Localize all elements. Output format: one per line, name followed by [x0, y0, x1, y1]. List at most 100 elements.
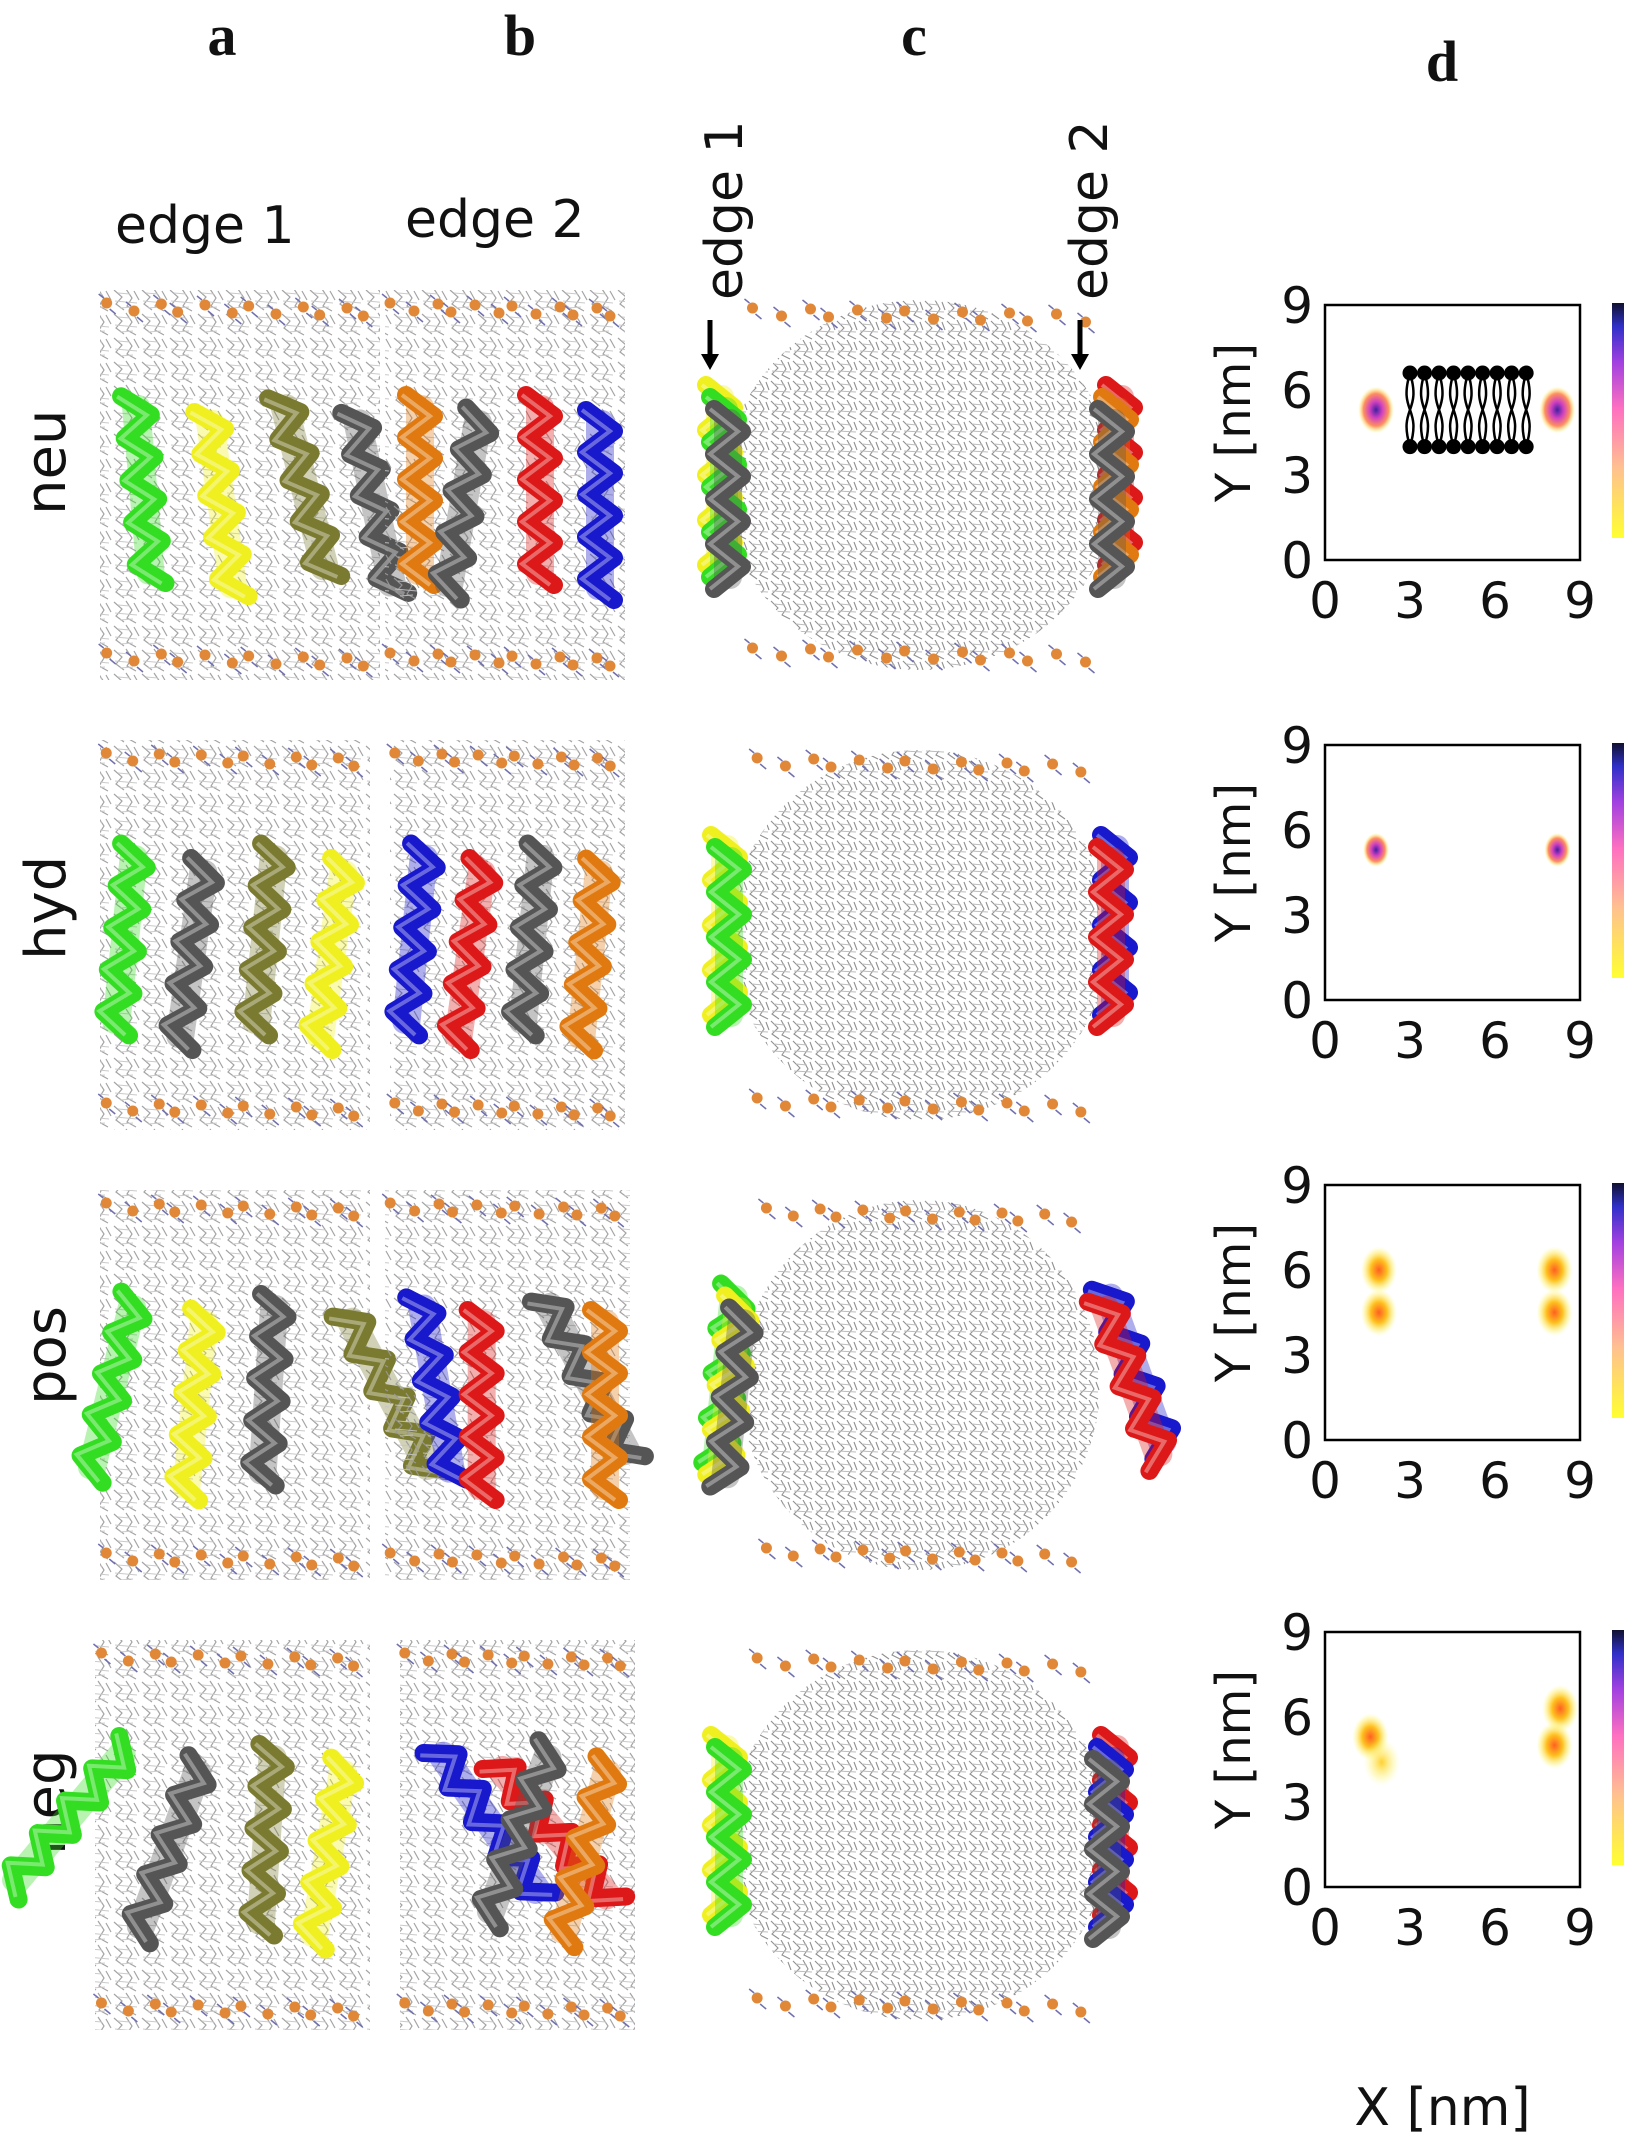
- helix-b-pos-1: [397, 1288, 476, 1489]
- helix-c-hyd-right-2: [1088, 838, 1134, 1036]
- helix-b-neu-4: [577, 401, 623, 609]
- panel-c-neg-snapshot: [702, 1648, 1138, 2024]
- helix-a-hyd-3: [234, 834, 296, 1045]
- heatmap-pos-ylabel: Y [nm]: [1206, 1223, 1262, 1383]
- heatmap-hyd-ytick-9: 9: [1281, 717, 1313, 775]
- heatmap-neg-hotspot-3: [1542, 1685, 1579, 1732]
- heatmap-hyd-colorbar: [1612, 743, 1624, 978]
- helix-b-neu-2: [427, 398, 500, 609]
- heatmap-hyd-ylabel: Y [nm]: [1206, 783, 1262, 943]
- heatmap-neg-ytick-3: 3: [1281, 1774, 1313, 1832]
- heatmap-neu-ytick-3: 3: [1281, 447, 1313, 505]
- helix-b-neg-3: [471, 1731, 567, 1938]
- heatmap-xlabel: X [nm]: [1354, 2078, 1530, 2138]
- panel-a-neg-snapshot: [1, 1640, 370, 2030]
- panel-b-hyd-snapshot: [384, 740, 625, 1130]
- heatmap-hyd-xtick-6: 6: [1479, 1012, 1511, 1070]
- helix-a-neu-2: [185, 402, 258, 606]
- helix-b-hyd-4: [559, 849, 621, 1060]
- heatmap-hyd-frame: [1323, 743, 1582, 1002]
- heatmap-neg-ylabel: Y [nm]: [1206, 1670, 1262, 1830]
- helix-b-neu-1: [397, 386, 443, 594]
- heatmap-neg-xtick-3: 3: [1394, 1899, 1426, 1957]
- heatmap-pos-hotspot-3: [1536, 1246, 1573, 1294]
- bilayer-schematic-overlay: [1402, 365, 1534, 455]
- helix-c-pos-right-2: [1078, 1292, 1178, 1480]
- helix-b-neg-1: [414, 1741, 565, 1904]
- heatmap-neu-xtick-9: 9: [1564, 572, 1596, 630]
- helix-c-neu-left-3: [705, 400, 751, 598]
- heatmap-neg-xtick-0: 0: [1309, 1899, 1341, 1957]
- helix-a-neg-2: [121, 1746, 217, 1953]
- heatmap-pos-xtick-3: 3: [1394, 1452, 1426, 1510]
- panel-b-pos-snapshot: [381, 1190, 654, 1580]
- heatmap-neg-ytick-0: 0: [1281, 1859, 1313, 1917]
- panel-letter-b: b: [503, 3, 537, 68]
- heatmap-hyd-ytick-0: 0: [1281, 972, 1313, 1030]
- heatmap-neg-ytick-9: 9: [1281, 1604, 1313, 1662]
- panel-c-hyd-snapshot: [702, 748, 1138, 1124]
- heatmap-neg-xtick-9: 9: [1564, 1899, 1596, 1957]
- heatmap-neu-xtick-3: 3: [1394, 572, 1426, 630]
- heatmap-pos-hotspot-1: [1360, 1246, 1397, 1294]
- heatmap-pos-colorbar: [1612, 1183, 1624, 1418]
- heatmap-pos-ytick-6: 6: [1281, 1242, 1313, 1300]
- panel-letter-c: c: [901, 3, 927, 68]
- edge-1-arrow-head: [701, 354, 719, 370]
- helix-b-pos-2: [458, 1301, 505, 1509]
- helix-c-pos-left-3: [701, 1298, 764, 1496]
- helix-b-neu-3: [517, 386, 563, 594]
- heatmap-hyd-hotspot-2: [1544, 832, 1571, 867]
- helix-c-hyd-left-2: [706, 838, 752, 1036]
- heatmap-neu-ytick-9: 9: [1281, 277, 1313, 335]
- heatmap-neu-ytick-6: 6: [1281, 362, 1313, 420]
- helix-a-neu-3: [259, 389, 351, 585]
- heatmap-neu-frame: [1323, 303, 1582, 562]
- helix-a-neg-1: [1, 1727, 137, 1909]
- heatmap-neu-xtick-6: 6: [1479, 572, 1511, 630]
- heatmap-pos-xtick-6: 6: [1479, 1452, 1511, 1510]
- helix-a-pos-1: [71, 1282, 153, 1492]
- panel-b-neg-snapshot: [396, 1640, 636, 2030]
- heatmap-neg-hotspot-4: [1536, 1721, 1573, 1769]
- heatmap-hyd-ytick-3: 3: [1281, 887, 1313, 945]
- panel-c-pos-snapshot: [693, 1198, 1182, 1574]
- heatmap-pos-xtick-0: 0: [1309, 1452, 1341, 1510]
- panel-c-edge-arrows: [701, 320, 1089, 370]
- panel-a-hyd-snapshot: [94, 740, 370, 1130]
- helix-c-neg-right-3: [1084, 1750, 1130, 1948]
- helix-c-neu-right-3: [1089, 400, 1135, 598]
- heatmap-hyd-ytick-6: 6: [1281, 802, 1313, 860]
- panel-letter-a: a: [207, 3, 237, 68]
- heatmap-pos-hotspot-2: [1360, 1289, 1397, 1336]
- helix-a-pos-2: [164, 1299, 226, 1510]
- helix-b-hyd-3: [501, 834, 563, 1045]
- helix-a-neg-3: [238, 1735, 295, 1945]
- heatmap-pos-hotspot-4: [1536, 1289, 1573, 1336]
- heatmap-pos-ytick-9: 9: [1281, 1157, 1313, 1215]
- heatmap-neg-frame: [1323, 1630, 1582, 1889]
- heatmap-pos-xtick-9: 9: [1564, 1452, 1596, 1510]
- heatmap-hyd-hotspot-1: [1363, 832, 1389, 867]
- panel-c-neu-snapshot: [697, 298, 1143, 674]
- heatmap-hyd-xtick-9: 9: [1564, 1012, 1596, 1070]
- helix-b-hyd-2: [436, 849, 504, 1060]
- heatmap-neg-xtick-6: 6: [1479, 1899, 1511, 1957]
- heatmap-hyd-xtick-0: 0: [1309, 1012, 1341, 1070]
- helix-a-neu-1: [112, 387, 175, 593]
- heatmap-neu-xtick-0: 0: [1309, 572, 1341, 630]
- heatmap-neu-hotspot-1: [1358, 386, 1394, 434]
- heatmap-pos-frame: [1323, 1183, 1582, 1442]
- helix-c-neg-left-2: [706, 1738, 752, 1936]
- heatmap-neu-ytick-0: 0: [1281, 532, 1313, 590]
- heatmap-neu-colorbar: [1612, 303, 1624, 538]
- helix-a-hyd-4: [298, 849, 365, 1060]
- helix-b-neg-4: [543, 1747, 628, 1957]
- helix-a-pos-3: [240, 1285, 297, 1495]
- helix-a-hyd-2: [158, 849, 225, 1060]
- heatmap-pos-ytick-0: 0: [1281, 1412, 1313, 1470]
